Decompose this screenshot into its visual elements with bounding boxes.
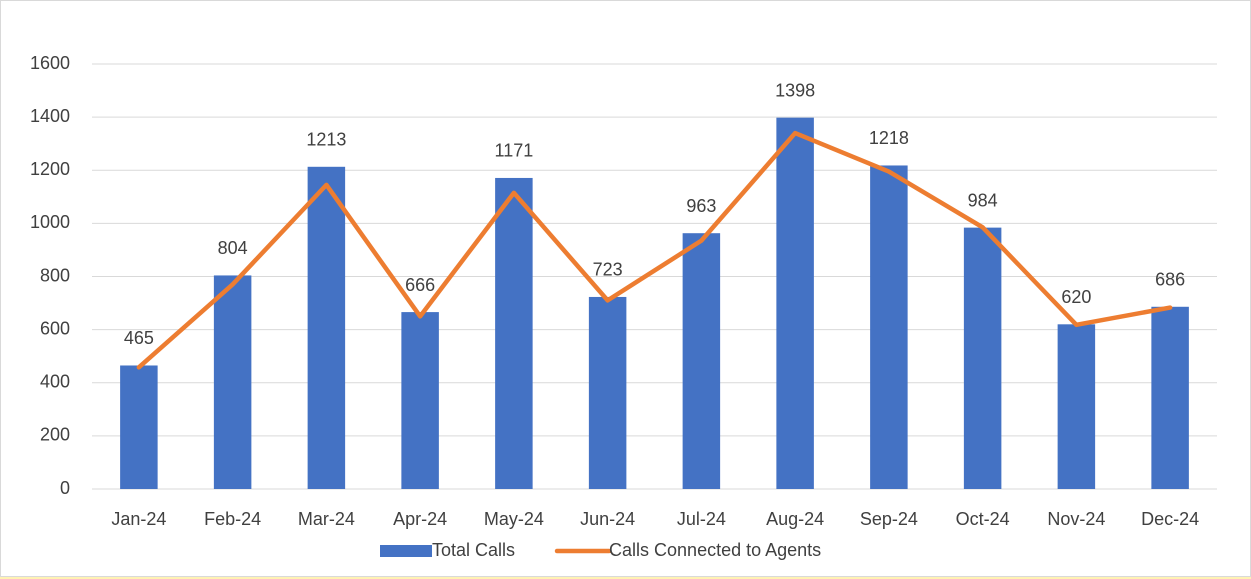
data-label: 465 bbox=[124, 328, 154, 348]
bar bbox=[1151, 306, 1189, 489]
y-tick-label: 1000 bbox=[30, 212, 70, 232]
data-label: 1398 bbox=[775, 80, 815, 100]
x-tick-label: Jul-24 bbox=[677, 509, 726, 529]
y-tick-label: 0 bbox=[60, 478, 70, 498]
bar bbox=[1057, 324, 1096, 489]
x-tick-label: Aug-24 bbox=[766, 509, 824, 529]
data-label: 686 bbox=[1155, 270, 1185, 290]
x-tick-label: May-24 bbox=[484, 509, 544, 529]
data-label: 666 bbox=[405, 275, 435, 295]
x-tick-label: Oct-24 bbox=[956, 509, 1010, 529]
x-tick-label: Mar-24 bbox=[298, 509, 355, 529]
bar bbox=[495, 177, 533, 489]
bar bbox=[307, 166, 346, 489]
data-label: 1213 bbox=[306, 130, 346, 150]
y-tick-label: 600 bbox=[40, 318, 70, 338]
bar bbox=[682, 233, 721, 489]
x-tick-label: Jun-24 bbox=[580, 509, 635, 529]
legend-swatch bbox=[380, 545, 432, 557]
bar bbox=[213, 275, 252, 489]
bar bbox=[776, 117, 814, 489]
legend-label: Total Calls bbox=[432, 540, 515, 560]
data-label: 1171 bbox=[495, 141, 534, 161]
legend-label: Calls Connected to Agents bbox=[609, 540, 821, 560]
y-tick-label: 800 bbox=[40, 265, 70, 285]
data-label: 723 bbox=[593, 260, 623, 280]
x-tick-label: Apr-24 bbox=[393, 509, 447, 529]
data-label: 804 bbox=[218, 238, 248, 258]
data-label: 1218 bbox=[869, 128, 909, 148]
bar bbox=[870, 165, 908, 489]
x-tick-label: Feb-24 bbox=[204, 509, 261, 529]
bar bbox=[963, 227, 1002, 489]
x-tick-label: Nov-24 bbox=[1047, 509, 1105, 529]
data-label: 963 bbox=[686, 196, 716, 216]
y-tick-label: 1600 bbox=[30, 53, 70, 73]
bar bbox=[401, 312, 439, 489]
bar bbox=[120, 365, 158, 489]
data-label: 620 bbox=[1061, 287, 1091, 307]
y-tick-label: 200 bbox=[40, 425, 70, 445]
x-tick-label: Sep-24 bbox=[860, 509, 918, 529]
x-tick-label: Jan-24 bbox=[111, 509, 166, 529]
line bbox=[136, 130, 1173, 370]
y-tick-label: 1200 bbox=[30, 159, 70, 179]
y-tick-label: 1400 bbox=[30, 106, 70, 126]
y-tick-label: 400 bbox=[40, 372, 70, 392]
x-tick-label: Dec-24 bbox=[1141, 509, 1199, 529]
data-label: 984 bbox=[968, 190, 998, 210]
bar bbox=[588, 296, 627, 489]
